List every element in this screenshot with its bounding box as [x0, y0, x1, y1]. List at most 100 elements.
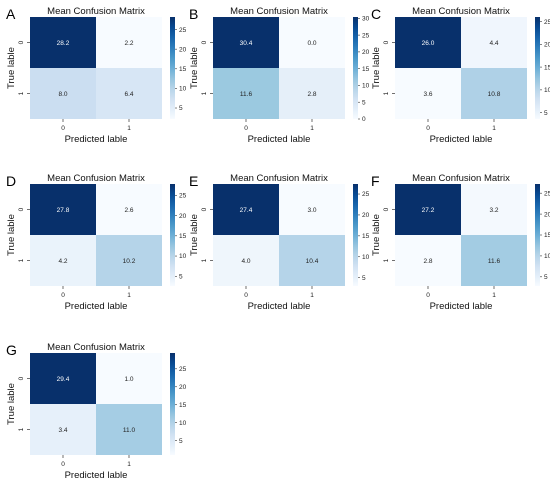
- heatmap-cell-1-0: [213, 68, 279, 119]
- cell-value-label: 11.6: [488, 258, 501, 265]
- cell-value-label: 11.0: [123, 427, 136, 434]
- y-tick-label: 0: [18, 376, 25, 380]
- cell-value-label: 4.2: [58, 258, 67, 265]
- x-tick-label: 0: [426, 125, 430, 132]
- colorbar-tick-label: 20: [179, 213, 187, 220]
- colorbar-tick-label: 0: [362, 116, 366, 123]
- colorbar-tick-label: 5: [179, 438, 183, 445]
- colorbar-tick-label: 20: [179, 46, 187, 53]
- colorbar-tick-label: 5: [544, 110, 548, 117]
- cell-value-label: 10.2: [123, 258, 136, 265]
- cell-value-label: 26.0: [422, 40, 435, 47]
- colorbar-tick-label: 15: [362, 233, 370, 240]
- colorbar-tick-label: 10: [179, 253, 187, 260]
- heatmap-cell-0-1: [96, 17, 162, 68]
- cell-value-label: 3.2: [489, 207, 498, 214]
- colorbar: [353, 184, 358, 286]
- cell-value-label: 2.8: [307, 91, 316, 98]
- x-axis-label: Predicted lable: [65, 301, 128, 312]
- heatmap-cell-0-0: [30, 353, 96, 404]
- colorbar-tick-label: 25: [362, 191, 370, 198]
- y-tick-label: 1: [201, 91, 208, 95]
- colorbar-tick-label: 25: [362, 32, 370, 39]
- x-tick-label: 1: [310, 292, 314, 299]
- chart-title: Mean Confusion Matrix: [230, 6, 328, 17]
- heatmap-cell-1-1: [96, 404, 162, 455]
- colorbar: [170, 353, 175, 455]
- colorbar-tick-label: 5: [362, 99, 366, 106]
- heatmap-cell-0-0: [395, 184, 461, 235]
- heatmap-cell-0-0: [30, 17, 96, 68]
- cell-value-label: 2.8: [423, 258, 432, 265]
- colorbar-tick-label: 25: [544, 19, 550, 26]
- heatmap-cell-0-0: [213, 17, 279, 68]
- x-axis-label: Predicted lable: [430, 134, 493, 145]
- chart-title: Mean Confusion Matrix: [47, 342, 145, 353]
- cell-value-label: 10.8: [488, 91, 501, 98]
- x-tick-label: 0: [244, 125, 248, 132]
- colorbar: [535, 184, 540, 286]
- x-tick-label: 0: [61, 292, 65, 299]
- x-tick-label: 1: [492, 125, 496, 132]
- panel-letter: E: [189, 173, 198, 189]
- colorbar: [170, 184, 175, 286]
- colorbar-tick-label: 5: [179, 273, 183, 280]
- cell-value-label: 3.0: [307, 207, 316, 214]
- y-tick-label: 0: [201, 40, 208, 44]
- heatmap-cell-1-0: [395, 235, 461, 286]
- x-tick-label: 1: [127, 292, 131, 299]
- heatmap-cell-0-1: [279, 184, 345, 235]
- x-tick-label: 0: [244, 292, 248, 299]
- y-tick-label: 0: [18, 40, 25, 44]
- cell-value-label: 30.4: [240, 40, 253, 47]
- x-axis-label: Predicted lable: [248, 301, 311, 312]
- y-tick-label: 0: [383, 40, 390, 44]
- y-axis-label: True lable: [6, 383, 17, 425]
- colorbar-tick-label: 20: [179, 384, 187, 391]
- colorbar-tick-label: 15: [544, 232, 550, 239]
- x-tick-label: 1: [310, 125, 314, 132]
- x-tick-label: 1: [492, 292, 496, 299]
- chart-title: Mean Confusion Matrix: [412, 6, 510, 17]
- heatmap-cell-1-0: [30, 235, 96, 286]
- colorbar: [535, 17, 540, 119]
- heatmap-cell-0-0: [395, 17, 461, 68]
- colorbar-tick-label: 20: [544, 42, 550, 49]
- heatmap-cell-0-1: [461, 184, 527, 235]
- heatmap-cell-1-1: [461, 68, 527, 119]
- y-tick-label: 1: [383, 91, 390, 95]
- y-tick-label: 1: [18, 91, 25, 95]
- y-axis-label: True lable: [371, 47, 382, 89]
- heatmap-cell-0-1: [96, 184, 162, 235]
- heatmap-cell-0-0: [30, 184, 96, 235]
- cell-value-label: 10.4: [306, 258, 319, 265]
- heatmap-cell-1-1: [96, 68, 162, 119]
- x-axis-label: Predicted lable: [65, 470, 128, 481]
- y-axis-label: True lable: [371, 214, 382, 256]
- panel-letter: G: [6, 342, 17, 358]
- x-axis-label: Predicted lable: [430, 301, 493, 312]
- panel-letter: C: [371, 6, 381, 22]
- cell-value-label: 6.4: [124, 91, 133, 98]
- y-tick-label: 1: [383, 258, 390, 262]
- colorbar-tick-label: 25: [544, 190, 550, 197]
- colorbar-tick-label: 30: [362, 16, 370, 23]
- colorbar-tick-label: 15: [362, 66, 370, 73]
- chart-title: Mean Confusion Matrix: [47, 173, 145, 184]
- colorbar-tick-label: 10: [179, 86, 187, 93]
- cell-value-label: 1.0: [124, 376, 133, 383]
- cell-value-label: 28.2: [57, 40, 70, 47]
- x-tick-label: 0: [61, 125, 65, 132]
- cell-value-label: 27.8: [57, 207, 70, 214]
- cell-value-label: 0.0: [307, 40, 316, 47]
- colorbar: [353, 17, 358, 119]
- y-axis-label: True lable: [189, 47, 200, 89]
- y-tick-label: 0: [18, 207, 25, 211]
- heatmap-cell-1-0: [30, 404, 96, 455]
- cell-value-label: 2.2: [124, 40, 133, 47]
